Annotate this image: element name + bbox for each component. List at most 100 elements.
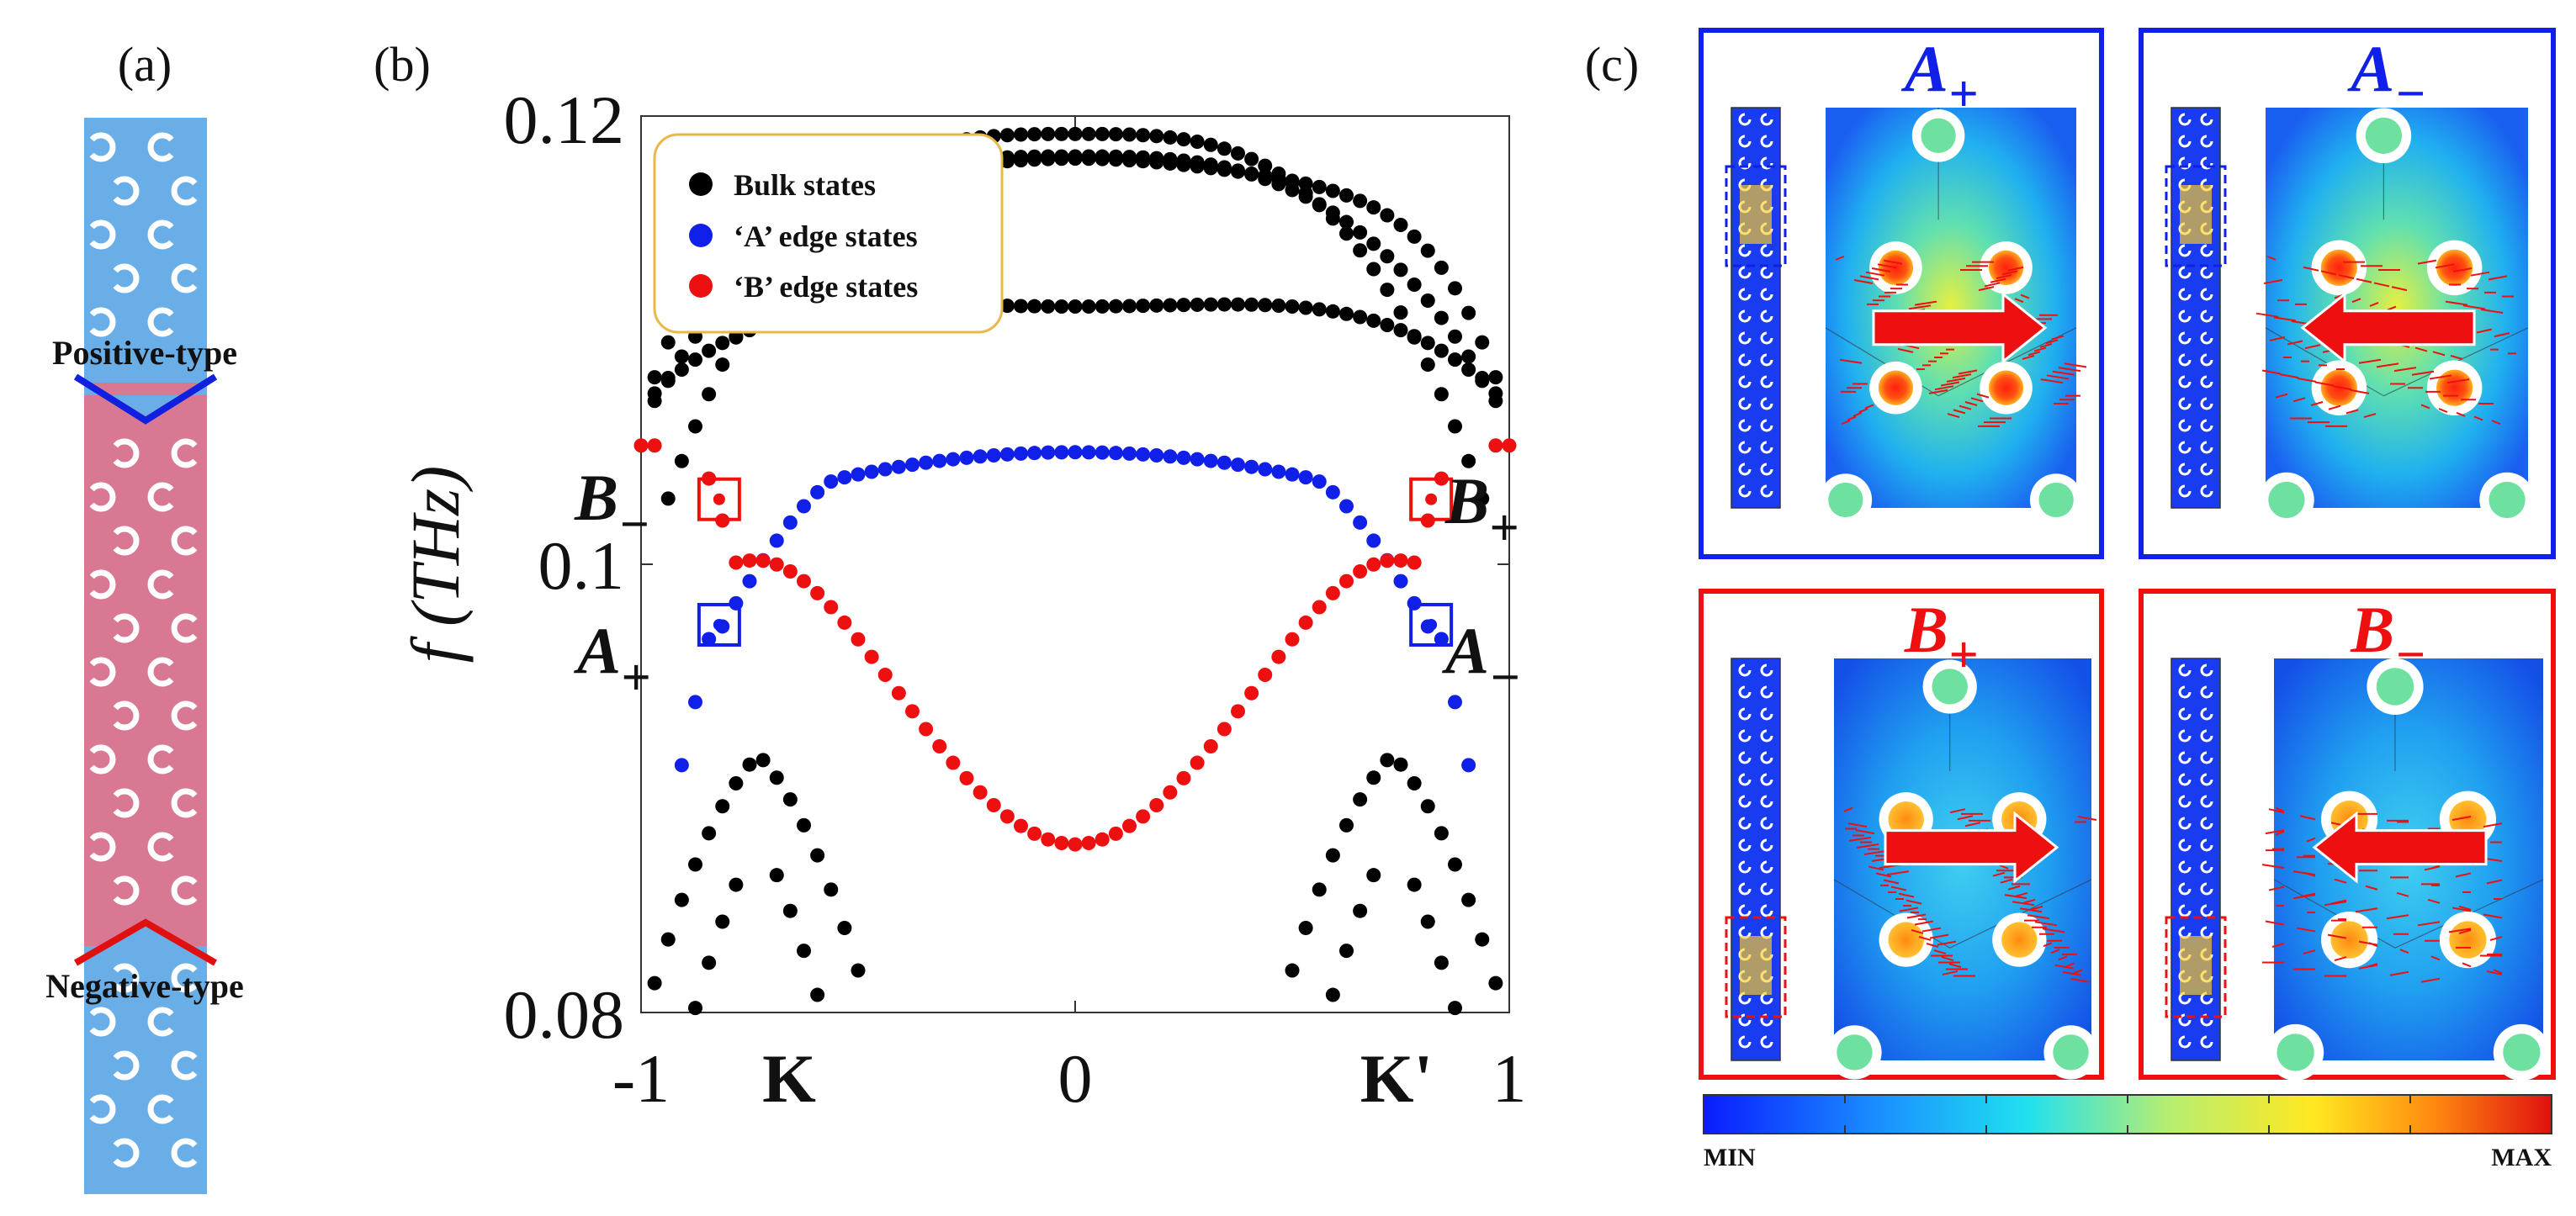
field-vector	[2034, 921, 2058, 927]
mode-title: A−	[2346, 32, 2426, 123]
a-edge-state-point	[1339, 499, 1354, 514]
bulk-state-point	[1176, 132, 1191, 147]
legend-marker-a	[689, 224, 713, 247]
mode-strip	[1731, 107, 1781, 509]
field-vector	[1863, 850, 1887, 855]
b-edge-state-point	[769, 557, 784, 572]
field-vector	[2355, 907, 2378, 913]
a-edge-state-point	[1244, 459, 1259, 474]
field-vector	[2062, 970, 2082, 976]
bulk-state-point	[1041, 126, 1056, 141]
bulk-state-point	[702, 955, 717, 970]
field-vector	[1841, 420, 1851, 426]
a-edge-state-point	[1312, 474, 1327, 489]
strip-ring	[1738, 795, 1752, 808]
strip-hole-ring	[113, 176, 140, 206]
mode-title-sub: +	[1948, 627, 1978, 684]
field-vector	[2396, 891, 2409, 897]
bulk-state-point	[810, 848, 825, 863]
bulk-state-point	[1339, 226, 1354, 241]
field-vector	[1883, 259, 1903, 265]
bulk-state-point	[674, 892, 689, 907]
bulk-state-point	[1285, 175, 1300, 190]
legend: Bulk states ‘A’ edge states ‘B’ edge sta…	[653, 133, 1004, 334]
field-vector	[1952, 373, 1972, 379]
bulk-state-point	[702, 343, 717, 358]
strip-hole-ring	[113, 963, 140, 993]
bulk-state-point	[1095, 149, 1110, 164]
field-vector	[2438, 408, 2448, 414]
bulk-state-point	[1244, 167, 1259, 182]
bulk-state-point	[1407, 330, 1422, 345]
field-vector	[2065, 962, 2075, 968]
legend-label: ‘A’ edge states	[734, 219, 918, 253]
bulk-state-point	[1081, 126, 1096, 141]
bulk-state-point	[782, 903, 798, 918]
strip-ring	[2200, 244, 2213, 257]
field-vector	[1877, 263, 1897, 269]
resonator-core	[2436, 249, 2473, 287]
bulk-state-point	[1216, 160, 1232, 175]
a-edge-state-point	[1041, 445, 1056, 460]
field-vector	[2014, 298, 2024, 304]
bulk-state-point	[1366, 262, 1381, 277]
bulk-state-point	[1108, 299, 1123, 314]
field-vector	[2064, 362, 2087, 368]
bulk-state-point	[1163, 130, 1178, 145]
bulk-state-point	[1244, 297, 1259, 312]
field-vector	[2073, 969, 2083, 975]
strip-ring	[2178, 795, 2192, 808]
b-edge-state-point	[1393, 553, 1408, 568]
annotation-b-plus: B+	[1444, 464, 1519, 557]
field-vector	[1865, 271, 1885, 277]
bulk-state-point	[1420, 293, 1435, 309]
strip-ring	[2200, 664, 2213, 677]
bulk-state-point	[999, 128, 1015, 143]
resonator-core	[2365, 117, 2403, 154]
x-tick-label: 0	[1058, 1040, 1093, 1117]
bulk-state-point	[688, 1001, 702, 1016]
bulk-state-point	[1420, 799, 1435, 814]
cell-line	[2273, 879, 2544, 949]
b-edge-state-point	[1068, 837, 1083, 852]
b-edge-state-point	[1325, 585, 1340, 600]
mode-title-sub: −	[2394, 66, 2426, 123]
bulk-state-point	[1448, 419, 1462, 434]
field-vector	[2310, 401, 2324, 406]
field-vector	[1933, 949, 1947, 955]
bulk-state-point	[1027, 127, 1042, 142]
strip-ring	[2200, 375, 2213, 389]
a-edge-state-point	[1231, 457, 1245, 473]
strip-ring	[2200, 331, 2213, 345]
strip-hole-ring	[147, 219, 174, 250]
field-vector	[2268, 808, 2285, 814]
field-vector	[2458, 905, 2472, 911]
strip-ring	[1738, 685, 1752, 699]
bulk-state-point	[1312, 882, 1327, 897]
bulk-state-point	[660, 335, 676, 350]
field-vector	[1875, 872, 1892, 878]
b-edge-state-point	[986, 797, 1001, 812]
strip-hole-ring	[147, 1007, 174, 1037]
strip-ring	[2178, 375, 2192, 389]
strip-ring	[1760, 375, 1773, 389]
bulk-state-point	[1054, 299, 1069, 314]
strip-ring	[2178, 135, 2192, 148]
a-edge-state-point	[1203, 453, 1218, 468]
bulk-state-point	[1108, 127, 1123, 142]
field-vector	[1999, 864, 2009, 870]
bulk-state-point	[715, 336, 730, 351]
bulk-state-point	[1407, 877, 1422, 892]
strip-ring	[2200, 441, 2213, 454]
field-vector	[1929, 933, 1949, 939]
strip-ring	[1738, 729, 1752, 743]
b-edge-state-point	[633, 438, 649, 453]
bulk-state-point	[1448, 281, 1462, 296]
y-axis-label: f (THz)	[397, 466, 474, 664]
strip-ring	[2200, 904, 2213, 917]
field-vector	[1855, 829, 1875, 835]
strip-hole-ring	[89, 1094, 116, 1124]
field-vector	[2314, 381, 2335, 387]
strip-ring	[1738, 707, 1752, 721]
strip-ring	[2178, 751, 2192, 764]
